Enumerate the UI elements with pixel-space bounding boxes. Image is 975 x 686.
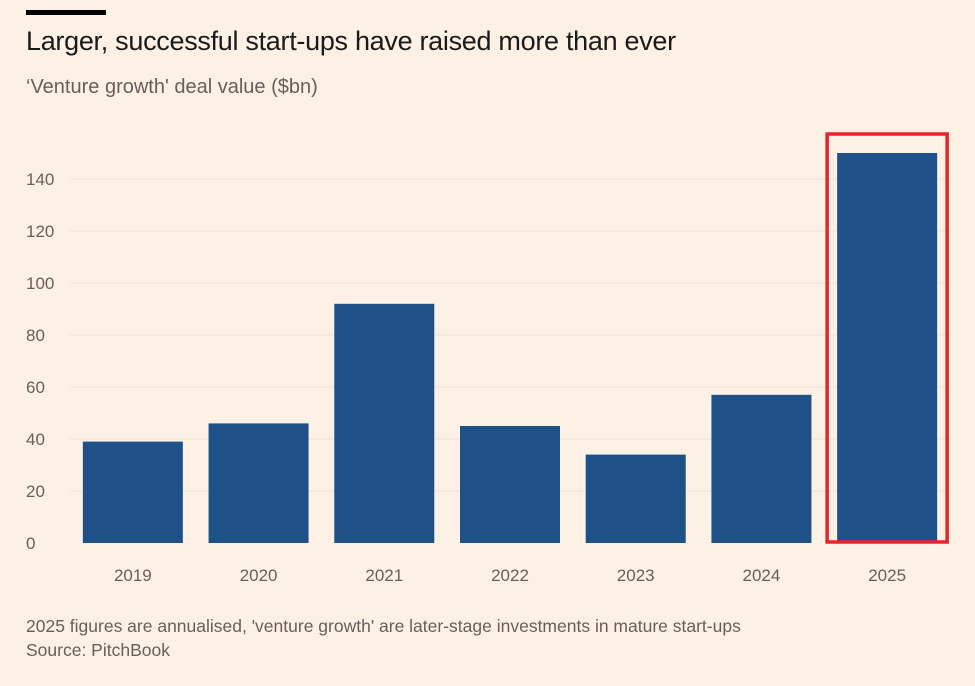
y-tick-label: 20 xyxy=(26,482,45,501)
y-tick-label: 140 xyxy=(26,170,54,189)
footnote: 2025 figures are annualised, 'venture gr… xyxy=(26,616,741,636)
highlight-layer xyxy=(825,132,949,544)
y-tick-label: 100 xyxy=(26,274,54,293)
y-tick-label: 60 xyxy=(26,378,45,397)
x-tick-label-2020: 2020 xyxy=(240,566,278,585)
y-tick-label: 0 xyxy=(26,534,35,553)
bar-2020 xyxy=(208,423,309,543)
bars xyxy=(82,153,938,543)
bar-2024 xyxy=(711,394,812,543)
x-tick-label-2022: 2022 xyxy=(491,566,529,585)
y-tick-label: 80 xyxy=(26,326,45,345)
bar-2019 xyxy=(82,441,183,543)
source-note: Source: PitchBook xyxy=(26,640,170,660)
chart-title: Larger, successful start-ups have raised… xyxy=(26,26,676,56)
y-tick-label: 40 xyxy=(26,430,45,449)
top-rule xyxy=(26,10,106,15)
x-tick-label-2025: 2025 xyxy=(868,566,906,585)
bar-2025 xyxy=(837,153,938,543)
x-tick-label-2019: 2019 xyxy=(114,566,152,585)
x-axis-ticks: 2019 2020 2021 2022 2023 2024 2025 xyxy=(114,566,906,585)
bar-2022 xyxy=(460,426,560,543)
x-tick-label-2024: 2024 xyxy=(743,566,781,585)
chart-subtitle: ‘Venture growth' deal value ($bn) xyxy=(26,76,318,98)
y-tick-label: 120 xyxy=(26,222,54,241)
highlight-box xyxy=(825,132,949,544)
y-axis-ticks: 0 20 40 60 80 100 120 140 xyxy=(26,170,54,553)
x-tick-label-2023: 2023 xyxy=(617,566,655,585)
bar-2023 xyxy=(585,454,686,543)
x-tick-label-2021: 2021 xyxy=(365,566,403,585)
bar-2021 xyxy=(334,303,435,543)
